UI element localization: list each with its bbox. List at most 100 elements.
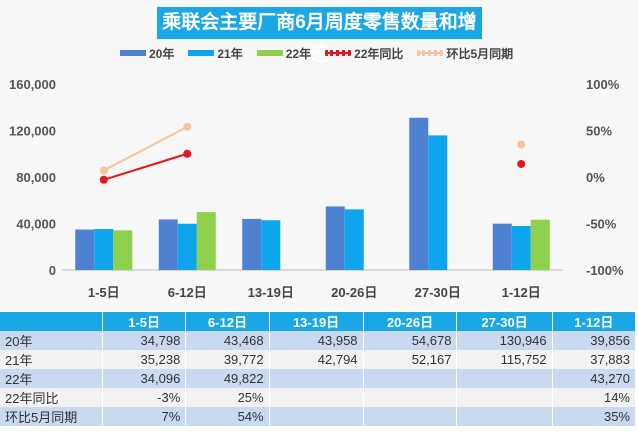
legend-swatch (417, 52, 444, 54)
table-cell (456, 369, 553, 388)
bar-21年 (344, 209, 364, 270)
table-row: 20年 34,798 43,468 43,958 54,678 130,946 39,856 (0, 331, 637, 350)
legend-label: 20年 (149, 46, 175, 61)
table-cell: 14% (552, 388, 637, 407)
legend-label: 环比5月同期 (446, 46, 514, 61)
legend-label: 22年同比 (354, 46, 404, 61)
legend-swatch (256, 50, 283, 56)
table-cell: 39,856 (552, 331, 637, 350)
bar-20年 (75, 229, 95, 270)
bar-21年 (511, 225, 531, 270)
bar-22年 (530, 219, 550, 270)
data-table: 1-5日 6-12日 13-19日 20-26日 27-30日 1-12日 20年 34,7… (0, 312, 637, 426)
x-axis-tick: 6-12日 (168, 285, 207, 300)
table-cell: 25% (185, 388, 270, 407)
legend-label: 22年 (285, 46, 312, 61)
bar-20年 (492, 223, 512, 270)
table-cell (363, 388, 458, 407)
x-axis-tick: 20-26日 (331, 285, 377, 300)
point-22年同比 (183, 149, 192, 158)
table-cell: 43,468 (185, 331, 270, 350)
table-cell: 7% (102, 407, 187, 426)
table-cell: 42,794 (269, 350, 364, 369)
legend-label: 21年 (217, 46, 243, 61)
left-axis-tick: 0 (49, 263, 56, 278)
table-cell: 35% (552, 407, 637, 426)
table-row: 21年 35,238 39,772 42,794 52,167 115,752 37,883 (0, 350, 637, 369)
table-header-cell: 13-19日 (269, 312, 364, 331)
bar-22年 (196, 212, 216, 270)
table-cell: 49,822 (185, 369, 270, 388)
right-axis-tick: 0% (586, 170, 605, 185)
legend-item: 环比5月同期 (417, 45, 513, 62)
chart-area: 乘联会主要厂商6月周度零售数量和增速 20年 21年 22年 22年同比 环比5月同期 … (9, 7, 625, 300)
table-row: 22年 34,096 49,822 43,270 (0, 369, 637, 388)
x-axis-tick: 1-12日 (502, 285, 541, 300)
left-axis-tick: 160,000 (9, 77, 56, 92)
legend-item: 20年 (120, 45, 174, 62)
table-header-cell: 1-12日 (552, 312, 637, 331)
table-cell: 35,238 (102, 350, 187, 369)
table-cell: 43,270 (552, 369, 637, 388)
table-cell (269, 369, 364, 388)
table-header-cell (0, 312, 103, 331)
table-cell (363, 369, 458, 388)
bar-21年 (261, 220, 281, 270)
legend-swatch (188, 50, 215, 56)
table-cell: 34,798 (102, 331, 187, 350)
table-header-cell: 1-5日 (102, 312, 187, 331)
legend: 20年 21年 22年 22年同比 环比5月同期 (120, 45, 513, 61)
legend-swatch (120, 50, 146, 56)
table-cell: 39,772 (185, 350, 270, 369)
bar-21年 (177, 223, 197, 270)
chart-title: 乘联会主要厂商6月周度零售数量和增速 (157, 7, 482, 65)
table-cell: 54% (185, 407, 270, 426)
legend-item: 22年 (256, 45, 312, 62)
bar-20年 (325, 206, 345, 270)
legend-swatch (325, 52, 352, 54)
line-segment-环比5月同期 (103, 125, 188, 172)
right-axis-tick: -100% (586, 263, 624, 278)
x-axis-tick: 27-30日 (415, 285, 461, 300)
table-cell: 37,883 (552, 350, 637, 369)
table-cell: 52,167 (363, 350, 458, 369)
table-row: 22年同比 -3% 25% 14% (0, 388, 637, 407)
bar-21年 (94, 229, 114, 270)
right-axis-tick: -50% (586, 217, 617, 232)
table-cell: 34,096 (102, 369, 187, 388)
table-cell: 115,752 (456, 350, 553, 369)
table-cell (269, 388, 364, 407)
bar-22年 (113, 230, 133, 270)
table-cell: 54,678 (363, 331, 458, 350)
table-cell (456, 407, 553, 426)
row-label: 20年 (0, 331, 103, 350)
bar-20年 (242, 218, 262, 270)
bar-20年 (409, 117, 429, 271)
point-环比5月同期 (99, 166, 108, 175)
chart-svg: 0 40,000 80,000 120,000 160,000 -100% -50% 0% 50… (9, 77, 624, 300)
row-label: 22年 (0, 369, 103, 388)
table-cell (269, 407, 364, 426)
legend-item: 22年同比 (325, 45, 403, 62)
table-cell: 43,958 (269, 331, 364, 350)
row-label: 环比5月同期 (0, 407, 103, 426)
point-环比5月同期 (183, 122, 192, 131)
row-label: 22年同比 (0, 388, 103, 407)
left-axis-tick: 80,000 (16, 170, 56, 185)
row-label: 21年 (0, 350, 103, 369)
left-axis-tick: 40,000 (16, 217, 56, 232)
legend-item: 21年 (188, 45, 243, 62)
right-axis-tick: 100% (586, 77, 620, 92)
table-header-cell: 27-30日 (456, 312, 553, 331)
table-header-cell: 6-12日 (185, 312, 270, 331)
line-segment-22年同比 (103, 152, 188, 181)
table-header-row: 1-5日 6-12日 13-19日 20-26日 27-30日 1-12日 (0, 312, 637, 331)
right-axis-tick: 50% (586, 124, 612, 139)
x-axis-tick: 1-5日 (88, 285, 120, 300)
point-22年同比 (517, 159, 526, 168)
bar-20年 (158, 219, 178, 270)
table-header-cell: 20-26日 (363, 312, 458, 331)
point-环比5月同期 (517, 140, 526, 149)
bar-21年 (428, 135, 448, 270)
left-axis-tick: 120,000 (9, 124, 56, 139)
